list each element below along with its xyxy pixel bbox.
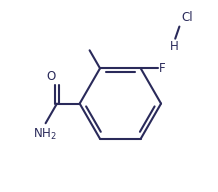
Text: O: O xyxy=(47,70,56,83)
Text: H: H xyxy=(170,40,179,53)
Text: NH$_2$: NH$_2$ xyxy=(33,127,56,142)
Text: F: F xyxy=(159,62,166,75)
Text: Cl: Cl xyxy=(181,11,192,24)
